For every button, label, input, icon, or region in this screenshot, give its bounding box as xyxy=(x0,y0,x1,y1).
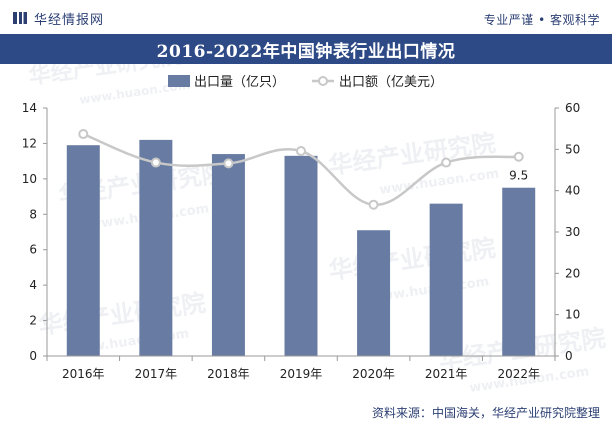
left-tick-label: 14 xyxy=(22,101,37,115)
legend-swatch-bar xyxy=(168,75,190,87)
line-point xyxy=(441,157,452,168)
data-labels: 9.5 xyxy=(509,169,528,183)
x-tick-label: 2019年 xyxy=(280,367,323,381)
bar xyxy=(139,139,173,356)
left-tick-label: 10 xyxy=(22,172,37,186)
logo-icon xyxy=(13,12,27,24)
right-axis: 0 10 20 30 40 50 60 xyxy=(554,101,580,363)
right-tick-label: 30 xyxy=(565,225,580,239)
x-axis: 2016年 2017年 2018年 2019年 2020年 2021年 2022年 xyxy=(46,355,556,381)
bar xyxy=(211,154,245,356)
legend-marker-line xyxy=(318,76,328,86)
x-tick-label: 2016年 xyxy=(62,367,105,381)
left-axis: 0 2 4 6 8 10 12 14 xyxy=(22,101,48,363)
top-bar: 华经情报网 专业严谨 • 客观科学 xyxy=(0,0,612,34)
right-tick-label: 40 xyxy=(565,184,580,198)
line-point xyxy=(513,151,524,162)
left-tick-label: 8 xyxy=(29,207,37,221)
bar xyxy=(66,145,100,356)
slogan: 专业严谨 • 客观科学 xyxy=(483,13,600,27)
x-tick-label: 2018年 xyxy=(207,367,250,381)
footer: 资料来源：中国海关，华经产业研究院整理 xyxy=(0,398,612,426)
line-point xyxy=(368,199,379,210)
x-tick-label: 2021年 xyxy=(425,367,468,381)
right-tick-label: 0 xyxy=(565,349,573,363)
line-point xyxy=(296,145,306,156)
bar xyxy=(284,155,318,356)
right-tick-label: 50 xyxy=(565,142,580,156)
right-tick-label: 60 xyxy=(565,101,580,115)
logo: 华经情报网 xyxy=(12,9,105,28)
legend-label-bar: 出口量（亿只） xyxy=(194,75,285,90)
bar-series xyxy=(66,139,536,356)
bar xyxy=(502,187,536,356)
x-tick-label: 2017年 xyxy=(135,367,178,381)
right-tick-label: 10 xyxy=(565,308,580,322)
x-tick-label: 2020年 xyxy=(352,367,395,381)
line-point xyxy=(150,157,161,168)
title-bar: 2016-2022年中国钟表行业出口情况 xyxy=(0,34,612,64)
line-point xyxy=(78,129,89,140)
legend: 出口量（亿只） 出口额（亿美元） xyxy=(168,75,443,90)
right-tick-label: 20 xyxy=(565,266,580,280)
chart-title: 2016-2022年中国钟表行业出口情况 xyxy=(156,41,456,62)
source-note: 资料来源：中国海关，华经产业研究院整理 xyxy=(371,406,600,420)
bar xyxy=(357,230,391,356)
bar xyxy=(429,203,463,356)
left-tick-label: 0 xyxy=(29,349,37,363)
data-label: 9.5 xyxy=(509,169,528,183)
logo-text: 华经情报网 xyxy=(34,12,105,28)
legend-label-line: 出口额（亿美元） xyxy=(339,75,443,90)
line-point xyxy=(223,158,234,169)
left-tick-label: 6 xyxy=(29,243,37,257)
left-tick-label: 4 xyxy=(29,278,37,292)
watermark-text: www.huaon.com xyxy=(378,166,500,198)
left-tick-label: 12 xyxy=(22,136,37,150)
line-series xyxy=(78,129,524,210)
chart: 华经产业研究院www.huaon.com华经产业研究院www.huaon.com… xyxy=(22,64,607,396)
x-tick-label: 2022年 xyxy=(497,367,540,381)
left-tick-label: 2 xyxy=(29,314,37,328)
